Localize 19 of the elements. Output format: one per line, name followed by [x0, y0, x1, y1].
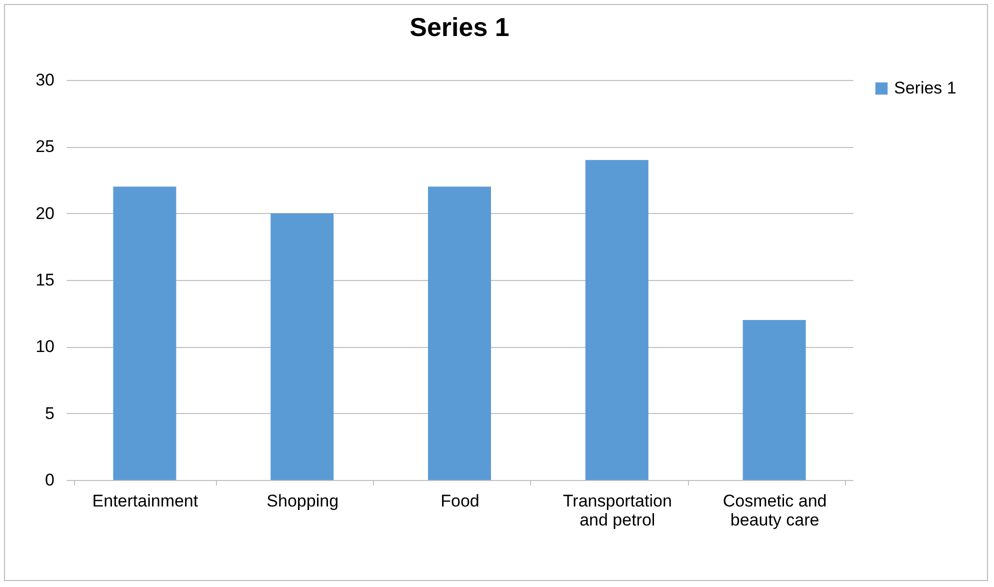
legend-label: Series 1 [894, 78, 956, 98]
y-tick-label: 15 [36, 270, 54, 290]
x-tick-label: Cosmetic and beauty care [722, 492, 827, 530]
bar [113, 186, 176, 480]
y-tick-label: 20 [36, 204, 54, 223]
y-tick-label: 10 [36, 337, 54, 356]
chart-title: Series 1 [410, 12, 510, 42]
x-tick-label: Transportation and petrol [562, 492, 672, 530]
bar [270, 213, 334, 480]
y-tick-label: 30 [36, 70, 54, 90]
y-tick-label: 5 [45, 404, 54, 423]
bar [428, 186, 491, 480]
x-tick-label: Entertainment [92, 492, 198, 510]
x-tick-label: Shopping [266, 492, 339, 510]
y-tick-label: 0 [45, 470, 54, 490]
y-tick-label: 25 [36, 137, 54, 156]
x-tick-label: Food [440, 492, 480, 510]
bar [742, 320, 806, 480]
bar [585, 160, 648, 480]
